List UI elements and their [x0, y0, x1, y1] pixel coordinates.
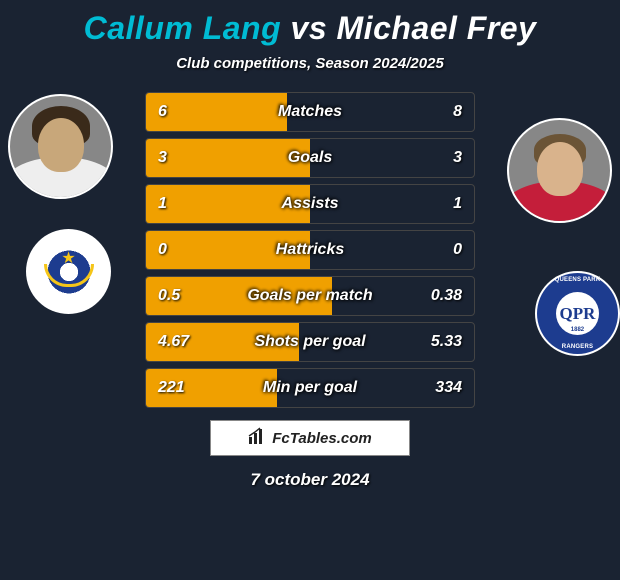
stat-label: Goals per match	[247, 287, 372, 305]
stat-value-right: 3	[453, 149, 462, 167]
qpr-year: 1882	[571, 327, 584, 333]
stat-value-left: 0	[158, 241, 167, 259]
portsmouth-badge-icon: ★	[33, 236, 105, 308]
stat-row: 221 334 Min per goal	[145, 368, 475, 408]
stat-value-left: 3	[158, 149, 167, 167]
stat-label: Hattricks	[276, 241, 344, 259]
stat-row: 3 3 Goals	[145, 138, 475, 178]
stat-row: 4.67 5.33 Shots per goal	[145, 322, 475, 362]
stat-row: 6 8 Matches	[145, 92, 475, 132]
qpr-badge-icon: QUEENS PARK QPR 1882 RANGERS	[537, 273, 618, 354]
player1-club-badge: ★	[26, 229, 111, 314]
stat-label: Goals	[288, 149, 332, 167]
stat-value-left: 221	[158, 379, 185, 397]
star-icon: ★	[61, 248, 75, 268]
stat-value-left: 6	[158, 103, 167, 121]
stat-value-right: 5.33	[431, 333, 462, 351]
stat-label: Min per goal	[263, 379, 357, 397]
date: 7 october 2024	[0, 470, 620, 490]
stat-row: 0 0 Hattricks	[145, 230, 475, 270]
title-vs: vs	[281, 10, 336, 46]
player2-avatar	[507, 118, 612, 223]
stat-value-right: 8	[453, 103, 462, 121]
watermark-text: FcTables.com	[272, 430, 371, 447]
stat-value-left: 4.67	[158, 333, 189, 351]
stat-row: 1 1 Assists	[145, 184, 475, 224]
comparison-title: Callum Lang vs Michael Frey	[0, 0, 620, 47]
stat-value-right: 334	[435, 379, 462, 397]
qpr-letters: QPR	[560, 305, 596, 322]
title-player1: Callum Lang	[84, 10, 282, 46]
stat-bar-fill	[146, 139, 310, 177]
stat-label: Shots per goal	[254, 333, 365, 351]
qpr-text-bottom: RANGERS	[562, 344, 593, 350]
title-player2: Michael Frey	[337, 10, 537, 46]
stat-value-left: 0.5	[158, 287, 180, 305]
stat-rows: 68Matches33Goals11Assists00Hattricks0.50…	[145, 92, 475, 408]
comparison-body: ★ QUEENS PARK QPR 1882 RANGERS 6 8 Matches…	[0, 92, 620, 408]
stat-row: 0.5 0.38 Goals per match	[145, 276, 475, 316]
player2-club-badge: QUEENS PARK QPR 1882 RANGERS	[535, 271, 620, 356]
subtitle: Club competitions, Season 2024/2025	[0, 55, 620, 72]
stat-label: Assists	[282, 195, 339, 213]
avatar-head	[38, 118, 84, 172]
stat-value-right: 0.38	[431, 287, 462, 305]
stat-bar-fill	[146, 93, 287, 131]
player1-avatar	[8, 94, 113, 199]
stat-value-right: 1	[453, 195, 462, 213]
qpr-inner: QPR 1882	[556, 292, 600, 336]
chart-icon	[248, 427, 266, 450]
qpr-text-top: QUEENS PARK	[555, 277, 601, 283]
stat-value-right: 0	[453, 241, 462, 259]
avatar-head	[537, 142, 583, 196]
watermark: FcTables.com	[210, 420, 410, 456]
stat-label: Matches	[278, 103, 342, 121]
stat-value-left: 1	[158, 195, 167, 213]
